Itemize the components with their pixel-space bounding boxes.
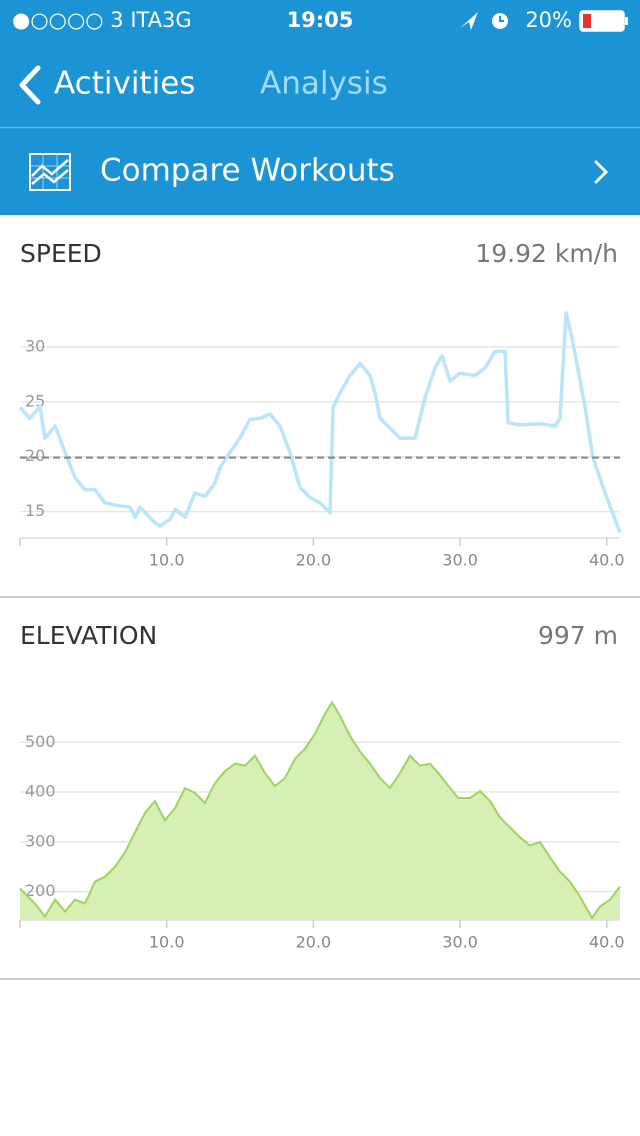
y-tick-label: 15 <box>25 501 45 520</box>
x-tick-label: 40.0 <box>589 933 625 952</box>
y-tick-label: 25 <box>25 391 45 410</box>
x-tick-label: 10.0 <box>149 551 185 570</box>
compare-label[interactable]: Compare Workouts <box>100 153 395 189</box>
compare-icon-frame[interactable] <box>29 153 71 191</box>
alarm-hands <box>499 16 504 22</box>
carrier: ●○○○○ 3 ITA <box>12 8 163 32</box>
clock: 19:05 <box>287 8 354 32</box>
battery-level <box>583 14 591 28</box>
y-tick-label: 30 <box>25 336 45 355</box>
x-tick-label: 20.0 <box>296 551 332 570</box>
elevation-line <box>19 700 621 920</box>
x-tick-label: 30.0 <box>442 551 478 570</box>
panel-summary: 997 m <box>538 621 618 650</box>
y-tick-label: 300 <box>25 831 56 850</box>
y-tick-label: 500 <box>25 732 56 751</box>
y-tick-label: 200 <box>25 881 56 900</box>
panel-title: ELEVATION <box>20 621 157 650</box>
panel-title: SPEED <box>20 239 102 268</box>
x-tick-label: 10.0 <box>149 933 185 952</box>
compare-icon-lines[interactable] <box>31 159 69 185</box>
panel-summary: 19.92 km/h <box>475 239 618 268</box>
nav-title: Analysis <box>260 66 388 102</box>
location-icon <box>460 12 478 30</box>
y-tick-label: 400 <box>25 782 56 801</box>
x-tick-label: 30.0 <box>442 933 478 952</box>
battery-tip <box>625 17 628 25</box>
elevation-area <box>20 702 620 920</box>
compare-workouts-row[interactable]: Compare Workouts <box>29 153 609 191</box>
compare-chevron[interactable] <box>594 160 609 184</box>
battery-percent: 20% <box>525 8 572 32</box>
x-tick-label: 40.0 <box>589 551 625 570</box>
back-button[interactable]: Activities <box>19 65 195 105</box>
network: 3G <box>162 8 192 32</box>
x-tick-label: 20.0 <box>296 933 332 952</box>
y-tick-label: 20 <box>25 446 45 465</box>
speed-line <box>18 311 622 534</box>
header-background <box>0 0 640 215</box>
back-label[interactable]: Activities <box>54 66 195 102</box>
back-chevron[interactable] <box>19 65 41 105</box>
